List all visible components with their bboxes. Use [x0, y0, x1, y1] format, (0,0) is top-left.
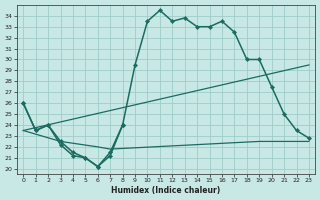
X-axis label: Humidex (Indice chaleur): Humidex (Indice chaleur)	[111, 186, 221, 195]
